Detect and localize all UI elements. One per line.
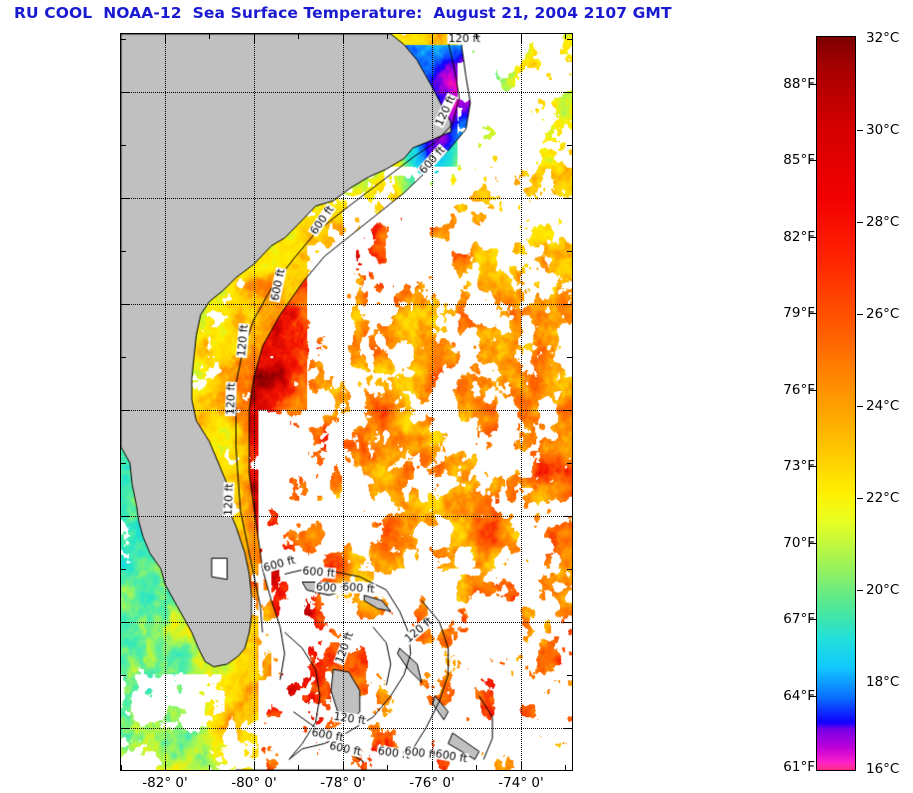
lon-label--78: -78° 0' <box>320 775 366 791</box>
colorbar-label-67F: 67°F <box>783 611 815 627</box>
lon-label--76: -76° 0' <box>409 775 455 791</box>
colorbar-label-16C: 16°C <box>866 761 900 777</box>
colorbar-label-79F: 79°F <box>783 305 815 321</box>
colorbar-label-24C: 24°C <box>866 398 900 414</box>
sst-map[interactable] <box>120 33 573 771</box>
colorbar-label-20C: 20°C <box>866 582 900 598</box>
colorbar-label-22C: 22°C <box>866 490 900 506</box>
sst-raster <box>121 34 572 770</box>
colorbar-label-70F: 70°F <box>783 535 815 551</box>
colorbar-label-82F: 82°F <box>783 229 815 245</box>
colorbar-label-18C: 18°C <box>866 674 900 690</box>
colorbar-label-61F: 61°F <box>783 759 815 775</box>
colorbar-label-73F: 73°F <box>783 458 815 474</box>
colorbar-label-64F: 64°F <box>783 688 815 704</box>
colorbar-label-32C: 32°C <box>866 30 900 46</box>
colorbar-label-26C: 26°C <box>866 306 900 322</box>
colorbar-label-85F: 85°F <box>783 152 815 168</box>
colorbar-label-30C: 30°C <box>866 122 900 138</box>
lon-label--74: -74° 0' <box>498 775 544 791</box>
colorbar-label-28C: 28°C <box>866 214 900 230</box>
colorbar-label-76F: 76°F <box>783 382 815 398</box>
colorbar-label-88F: 88°F <box>783 76 815 92</box>
lon-label--80: -80° 0' <box>231 775 277 791</box>
page-title: RU COOL NOAA-12 Sea Surface Temperature:… <box>14 4 672 22</box>
temperature-colorbar[interactable] <box>816 36 856 771</box>
lon-label--82: -82° 0' <box>142 775 188 791</box>
